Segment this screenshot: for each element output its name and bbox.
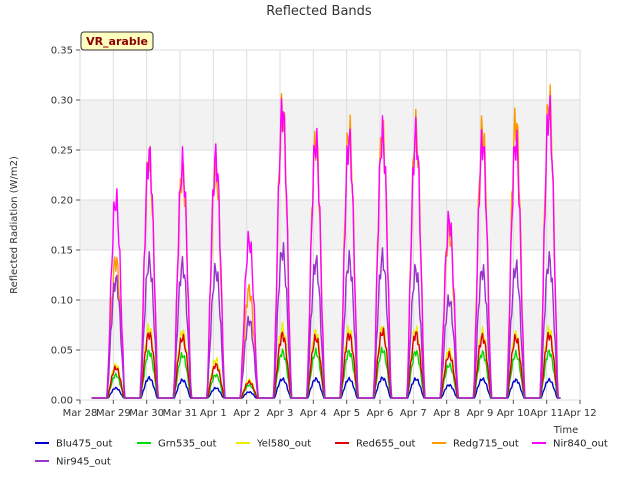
- badge-label: VR_arable: [86, 35, 148, 48]
- legend-label: Grn535_out: [158, 439, 217, 450]
- legend-label: Red655_out: [356, 439, 416, 450]
- x-tick-label: Apr 2: [233, 408, 260, 419]
- x-tick-label: Mar 29: [96, 408, 131, 419]
- grid-band: [80, 300, 580, 350]
- x-tick-label: Apr 9: [467, 408, 494, 419]
- series-lines: [91, 84, 561, 399]
- x-tick-label: Mar 31: [163, 408, 198, 419]
- y-tick-label: 0.10: [51, 296, 73, 307]
- x-tick-label: Apr 3: [267, 408, 294, 419]
- legend-label: Nir945_out: [56, 457, 111, 468]
- y-axis: 0.00 0.05 0.10 0.15 0.20 0.25 0.30 0.35: [51, 46, 80, 407]
- x-tick-label: Apr 11: [530, 408, 563, 419]
- x-tick-label: Apr 8: [433, 408, 460, 419]
- y-tick-label: 0.25: [51, 146, 73, 157]
- x-tick-label: Apr 1: [200, 408, 227, 419]
- x-axis-label: Time: [553, 425, 578, 436]
- x-tick-label: Mar 30: [129, 408, 164, 419]
- grid-band: [80, 200, 580, 250]
- x-tick-label: Mar 28: [63, 408, 98, 419]
- x-tick-label: Apr 4: [300, 408, 327, 419]
- legend-label: Yel580_out: [256, 439, 311, 450]
- y-tick-label: 0.30: [51, 96, 73, 107]
- y-tick-label: 0.15: [51, 246, 73, 257]
- legend: Blu475_out Grn535_out Yel580_out Red655_out…: [35, 439, 608, 468]
- plot-background: [80, 50, 580, 400]
- badge: VR_arable: [80, 31, 154, 51]
- x-tick-label: Apr 6: [367, 408, 394, 419]
- chart-title: Reflected Bands: [266, 4, 372, 19]
- x-tick-label: Apr 12: [563, 408, 596, 419]
- legend-label: Nir840_out: [553, 439, 608, 450]
- x-tick-label: Apr 5: [333, 408, 360, 419]
- x-tick-label: Apr 10: [497, 408, 530, 419]
- y-tick-label: 0.20: [51, 196, 73, 207]
- x-tick-label: Apr 7: [400, 408, 427, 419]
- y-tick-label: 0.05: [51, 346, 73, 357]
- y-tick-label: 0.00: [51, 396, 73, 407]
- legend-label: Blu475_out: [56, 439, 113, 450]
- series-line-nir945_out: [91, 242, 561, 399]
- legend-label: Redg715_out: [453, 439, 519, 450]
- grid-band: [80, 100, 580, 150]
- y-axis-label: Reflected Radiation (W/m2): [9, 156, 20, 294]
- y-tick-label: 0.35: [51, 46, 73, 57]
